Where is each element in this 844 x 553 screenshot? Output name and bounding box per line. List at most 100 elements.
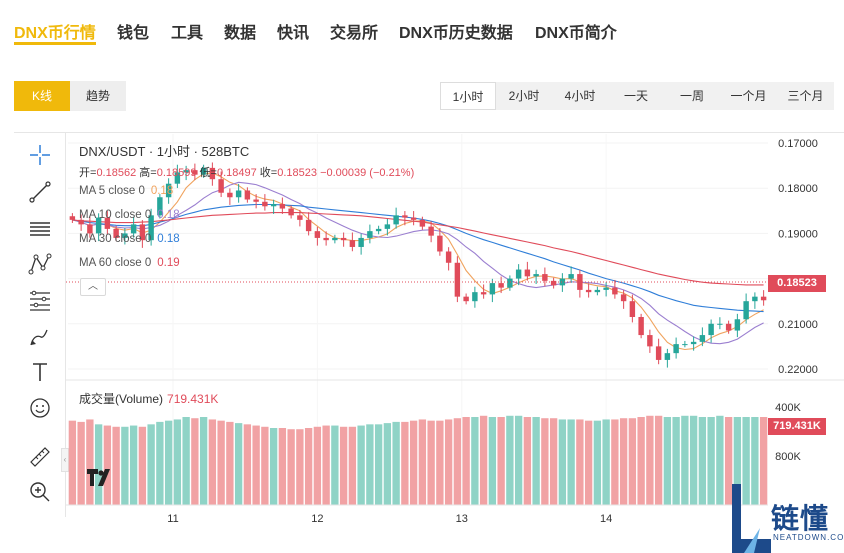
ma30-label: MA 30 close 0 (79, 233, 152, 245)
candle-body (515, 269, 522, 279)
ma5-label: MA 5 close 0 (79, 185, 145, 197)
candle-body (428, 226, 434, 236)
volume-label: 成交量(Volume) (79, 392, 164, 406)
candle-body (682, 344, 688, 346)
volume-bar (252, 425, 260, 505)
zoom-in-icon[interactable] (27, 479, 53, 505)
brush-icon[interactable] (27, 323, 53, 349)
volume-bar (444, 419, 453, 505)
price-tick-label: 0.19000 (778, 228, 818, 240)
volume-bar (698, 417, 707, 505)
interval-1h[interactable]: 1小时 (440, 82, 496, 110)
volume-bar (103, 425, 112, 505)
nav-tab-intro[interactable]: DNX币简介 (535, 25, 617, 42)
tradingview-logo-icon (87, 469, 110, 486)
volume-bar (672, 417, 680, 505)
volume-bar (751, 417, 759, 505)
candle-body (174, 172, 181, 184)
interval-2h[interactable]: 2小时 (508, 89, 540, 103)
candle-body (664, 353, 671, 360)
candle-body (270, 204, 277, 207)
volume-bar (497, 417, 505, 505)
emoji-icon[interactable] (27, 395, 53, 421)
nav-tab-history[interactable]: DNX币历史数据 (399, 25, 513, 42)
candle-body (95, 217, 102, 234)
volume-bar (436, 420, 444, 505)
volume-axis: 800K 400K (775, 402, 801, 463)
ma-line-ma10 (72, 181, 764, 345)
volume-bar (208, 419, 217, 505)
nav-tab-news[interactable]: 快讯 (277, 25, 310, 42)
horizontal-lines-icon[interactable] (27, 216, 53, 242)
interval-1d[interactable]: 一天 (623, 89, 648, 103)
volume-bar (77, 421, 85, 505)
volume-legend: 成交量(Volume) 719.431K (79, 390, 218, 407)
candle-body (235, 190, 242, 198)
kline-button[interactable]: K线 (14, 81, 70, 111)
price-tick-label: 0.17000 (778, 138, 818, 150)
volume-bar (514, 415, 523, 505)
candle-body (717, 323, 723, 325)
interval-4h[interactable]: 4小时 (564, 89, 596, 103)
chart-mode-switch: K线 趋势 (14, 81, 126, 111)
ruler-icon[interactable] (27, 444, 53, 470)
crosshair-icon[interactable] (27, 142, 53, 168)
volume-bar (689, 415, 698, 505)
candle-body (200, 167, 207, 175)
price-axis: 0.220000.210000.200000.190000.180000.170… (778, 138, 818, 376)
candle-body (358, 237, 364, 247)
candle-body (122, 233, 128, 238)
nav-tab-data[interactable]: 数据 (224, 25, 257, 42)
close-value: 0.18523 (277, 167, 317, 179)
volume-bar (462, 417, 470, 505)
volume-bar (602, 419, 610, 505)
nav-tab-exchanges[interactable]: 交易所 (330, 25, 379, 42)
change-value: −0.00039 (−0.21%) (320, 167, 415, 179)
candle-body (454, 262, 461, 297)
toolbar-collapse-handle[interactable]: ‹ (61, 448, 69, 472)
volume-bar (523, 417, 532, 505)
ma60-legend: MA 60 close 0 0.19 (79, 257, 180, 269)
volume-bar (287, 429, 295, 505)
candle-body (498, 283, 504, 288)
volume-bar (471, 417, 479, 505)
volume-bar (383, 423, 392, 505)
candle-body (139, 224, 146, 241)
volume-bar (479, 415, 488, 505)
volume-bars (68, 415, 768, 505)
candle-body (367, 231, 373, 238)
volume-bar (86, 419, 94, 505)
interval-1w[interactable]: 一周 (679, 89, 704, 103)
candle-body (655, 346, 662, 360)
volume-bar (339, 426, 348, 505)
low-value: 0.18497 (216, 167, 257, 179)
volume-bar (243, 424, 252, 505)
volume-bar (567, 419, 575, 505)
text-icon[interactable] (27, 359, 53, 385)
volume-bar (374, 424, 383, 505)
candle-body (165, 183, 172, 198)
brand-domain: NEATDOWN.COM (773, 533, 844, 542)
volume-bar (348, 426, 357, 505)
volume-bar (558, 419, 567, 505)
volume-bar (637, 417, 645, 505)
candle-body (393, 215, 399, 225)
legend-collapse-button[interactable]: ︿ (80, 278, 106, 296)
volume-bar (261, 426, 269, 505)
trend-button[interactable]: 趋势 (85, 89, 110, 103)
pattern-icon[interactable] (27, 251, 53, 277)
candle-body (472, 292, 478, 302)
nav-tab-wallet[interactable]: 钱包 (117, 25, 150, 42)
interval-1mo[interactable]: 一个月 (730, 89, 767, 103)
candle-body (192, 170, 198, 175)
fib-icon[interactable] (27, 287, 53, 313)
nav-tab-market[interactable]: DNX币行情 (14, 25, 96, 42)
candle-body (104, 217, 111, 229)
volume-value: 719.431K (167, 392, 219, 406)
volume-bar (646, 415, 654, 505)
nav-tab-tools[interactable]: 工具 (171, 25, 204, 42)
trend-line-icon[interactable] (27, 179, 53, 205)
volume-bar (724, 417, 733, 505)
interval-3mo[interactable]: 三个月 (787, 89, 824, 103)
ma10-value: 0.18 (157, 209, 180, 221)
